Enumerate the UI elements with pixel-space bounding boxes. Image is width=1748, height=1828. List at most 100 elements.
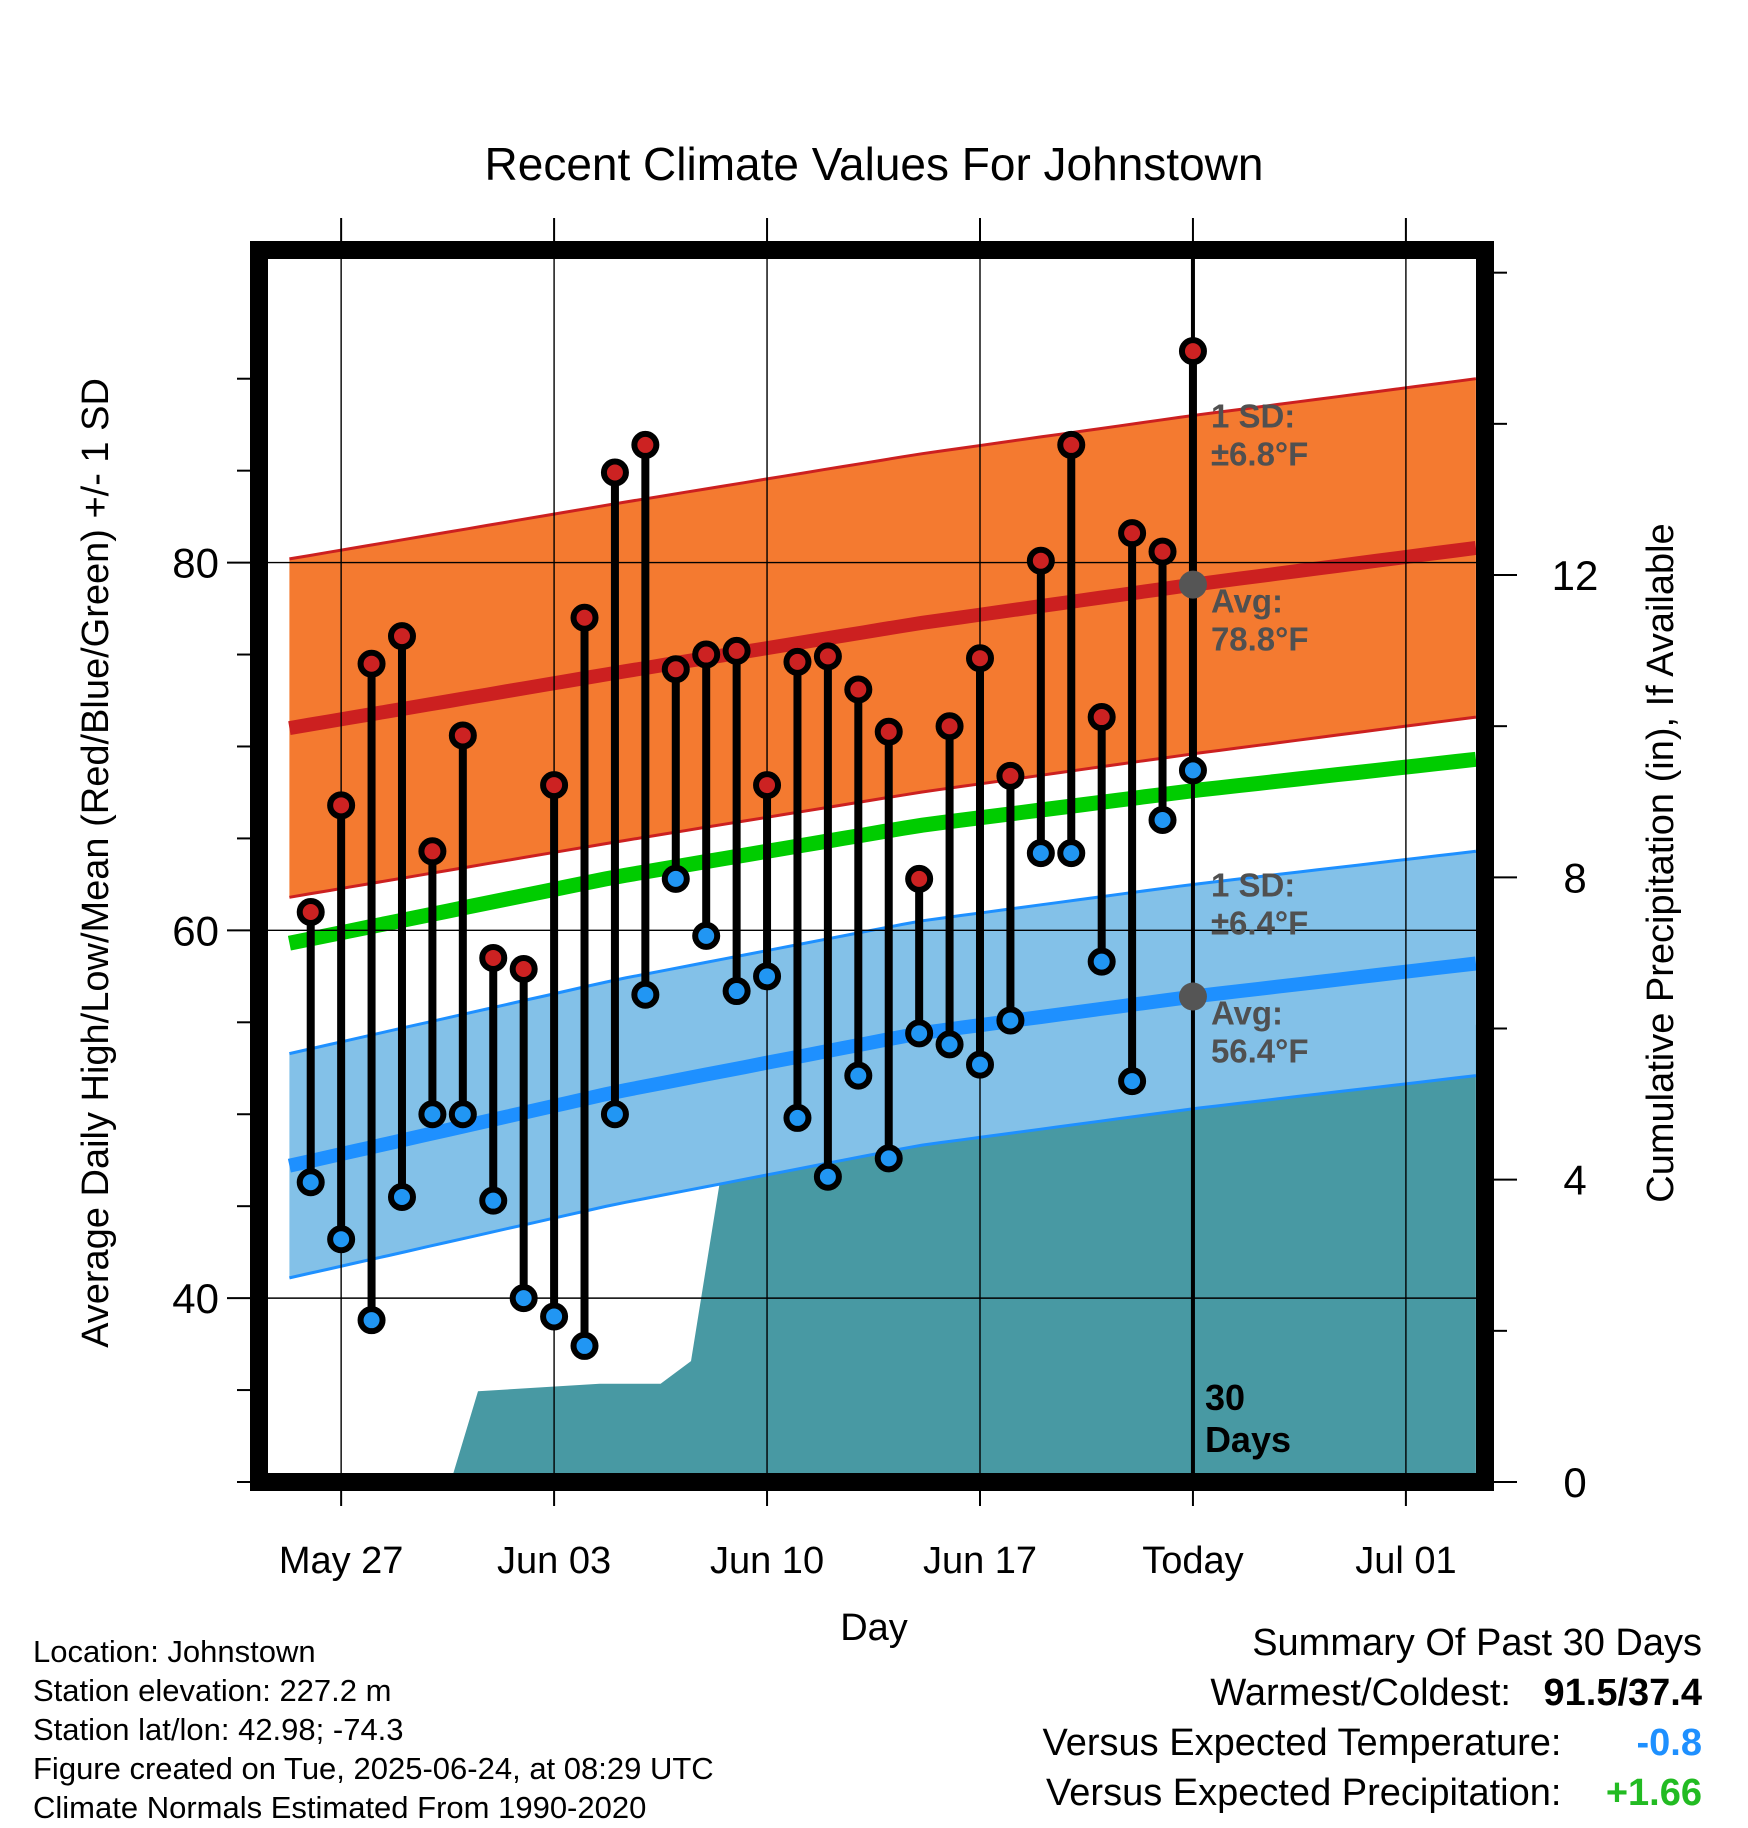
high-point xyxy=(1087,703,1116,732)
low-point xyxy=(935,1030,964,1059)
precip-area xyxy=(450,1024,1476,1482)
precip-label: Versus Expected Precipitation: xyxy=(1046,1772,1562,1814)
y-tick-label-right: 4 xyxy=(1563,1157,1586,1204)
high-point xyxy=(1178,337,1207,366)
y-tick-label-right: 12 xyxy=(1552,552,1599,599)
high-sd-lower xyxy=(289,715,1477,899)
high-point xyxy=(1026,546,1055,575)
x-tick-label: Jun 17 xyxy=(923,1540,1037,1582)
station-info: Location: Johnstown Station elevation: 2… xyxy=(33,1632,714,1827)
low-point xyxy=(387,1182,416,1211)
summary-warmest-coldest: Warmest/Coldest: 91.5/37.4 xyxy=(1210,1672,1702,1715)
high-avg-label: Avg: xyxy=(1211,583,1283,620)
normals-text: Climate Normals Estimated From 1990-2020 xyxy=(33,1790,647,1825)
high-avg-value: 78.8°F xyxy=(1211,621,1309,658)
temp-label: Versus Expected Temperature: xyxy=(1042,1722,1562,1764)
high-point xyxy=(722,636,751,665)
high-point xyxy=(540,771,569,800)
elevation-text: Station elevation: 227.2 m xyxy=(33,1673,392,1708)
low-point xyxy=(722,977,751,1006)
x-tick-label: Today xyxy=(1142,1540,1243,1582)
y-tick-label-right: 8 xyxy=(1563,854,1586,901)
high-point xyxy=(357,649,386,678)
high-point xyxy=(600,458,629,487)
summary-temperature: Versus Expected Temperature: -0.8 xyxy=(1043,1722,1702,1765)
low-point xyxy=(479,1186,508,1215)
low-point xyxy=(996,1006,1025,1035)
high-point xyxy=(418,837,447,866)
y-tick-label-left: 80 xyxy=(172,540,219,587)
low-point xyxy=(783,1103,812,1132)
high-point xyxy=(296,897,325,926)
low-point xyxy=(813,1162,842,1191)
low-point xyxy=(357,1306,386,1335)
low-point xyxy=(540,1302,569,1331)
summary-title: Summary Of Past 30 Days xyxy=(1252,1622,1702,1665)
low-point xyxy=(1087,947,1116,976)
days-unit-label: Days xyxy=(1205,1419,1291,1460)
x-tick-label: Jul 01 xyxy=(1355,1540,1456,1582)
y-axis-label-left: Average Daily High/Low/Mean (Red/Blue/Gr… xyxy=(75,378,117,1348)
high-point xyxy=(1057,430,1086,459)
low-avg-label: Avg: xyxy=(1211,995,1283,1032)
y-tick-label-left: 40 xyxy=(172,1275,219,1322)
today-high-avg-marker xyxy=(1178,570,1207,599)
mean-normal-line xyxy=(287,751,1477,951)
plot-frame xyxy=(250,241,1494,1491)
high-point xyxy=(661,655,690,684)
low-point xyxy=(1026,839,1055,868)
low-point xyxy=(965,1050,994,1079)
low-sd-upper xyxy=(289,849,1477,1056)
high-point xyxy=(753,771,782,800)
summary-title-text: Summary Of Past 30 Days xyxy=(1252,1622,1702,1664)
high-point xyxy=(813,642,842,671)
high-sd-value: ±6.8°F xyxy=(1211,435,1308,472)
high-point xyxy=(387,622,416,651)
high-sd-label: 1 SD: xyxy=(1211,397,1295,434)
low-point xyxy=(753,962,782,991)
low-point xyxy=(905,1019,934,1048)
high-point xyxy=(631,430,660,459)
warmest-coldest-label: Warmest/Coldest: xyxy=(1210,1672,1511,1714)
high-point xyxy=(570,603,599,632)
low-sd-value: ±6.4°F xyxy=(1211,904,1308,941)
high-point xyxy=(327,791,356,820)
high-point xyxy=(965,644,994,673)
low-point xyxy=(448,1100,477,1129)
x-tick-label: May 27 xyxy=(279,1540,404,1582)
x-tick-label: Jun 03 xyxy=(497,1540,611,1582)
low-point xyxy=(631,980,660,1009)
low-point xyxy=(509,1284,538,1313)
low-point xyxy=(1148,806,1177,835)
high-point xyxy=(1148,537,1177,566)
low-normal-line xyxy=(287,956,1477,1173)
high-point xyxy=(844,675,873,704)
high-point xyxy=(1118,519,1147,548)
low-point xyxy=(1178,756,1207,785)
axes: May 27 Jun 03 Jun 10 Jun 17 Today Jul 0140608… xyxy=(172,218,1598,1582)
y-axis-label-right: Cumulative Precipitation (in), If Availa… xyxy=(1640,523,1682,1202)
high-point xyxy=(783,647,812,676)
high-normal-line xyxy=(288,540,1477,735)
x-axis-label: Day xyxy=(840,1607,908,1649)
low-sd-label: 1 SD: xyxy=(1211,866,1295,903)
latlon-text: Station lat/lon: 42.98; -74.3 xyxy=(33,1712,404,1747)
high-point xyxy=(935,712,964,741)
created-text: Figure created on Tue, 2025-06-24, at 08… xyxy=(33,1751,714,1786)
high-point xyxy=(448,721,477,750)
high-point xyxy=(996,761,1025,790)
today-low-avg-marker xyxy=(1178,982,1207,1011)
precip-value: +1.66 xyxy=(1605,1772,1702,1814)
low-point xyxy=(327,1225,356,1254)
high-point xyxy=(905,864,934,893)
low-point xyxy=(600,1100,629,1129)
low-avg-value: 56.4°F xyxy=(1211,1033,1309,1070)
chart-title: Recent Climate Values For Johnstown xyxy=(485,138,1264,190)
low-point xyxy=(296,1168,325,1197)
low-point xyxy=(661,864,690,893)
low-point xyxy=(570,1331,599,1360)
y-tick-label-left: 60 xyxy=(172,907,219,954)
low-point xyxy=(1118,1067,1147,1096)
